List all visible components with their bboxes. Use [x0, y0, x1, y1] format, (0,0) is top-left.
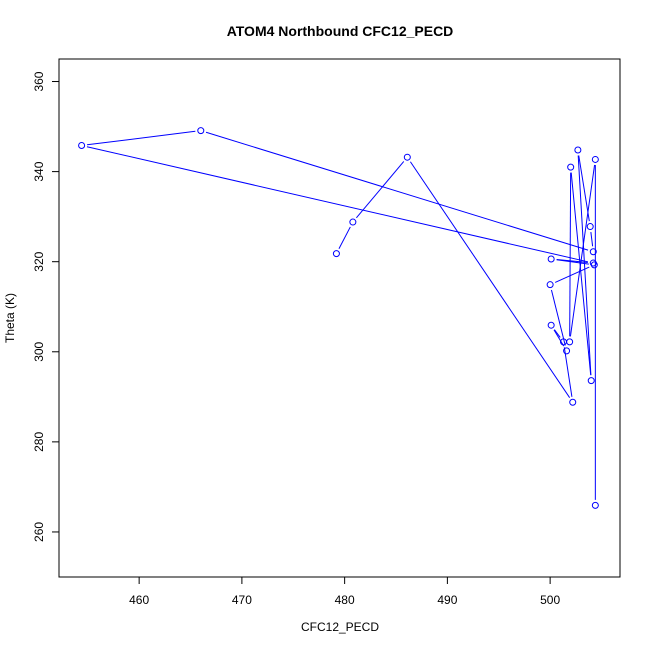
data-point	[586, 223, 594, 231]
data-point	[547, 255, 555, 263]
y-tick-label: 360	[32, 71, 46, 91]
plot-frame	[58, 58, 621, 578]
data-point	[563, 347, 571, 355]
y-tick-label: 260	[32, 522, 46, 542]
data-point	[591, 155, 599, 163]
y-tick-label: 280	[32, 432, 46, 452]
series-segment	[338, 226, 351, 249]
data-point	[566, 338, 574, 346]
data-point	[403, 153, 411, 161]
data-point	[591, 501, 599, 509]
data-point	[567, 163, 575, 171]
series-segment	[205, 131, 589, 251]
chart-title: ATOM4 Northbound CFC12_PECD	[227, 23, 454, 39]
x-tick-label: 490	[437, 593, 457, 607]
series-segment	[556, 259, 588, 264]
series-segment	[577, 155, 592, 376]
data-point	[332, 250, 340, 258]
data-point	[587, 377, 595, 385]
y-tick-label: 340	[32, 161, 46, 181]
series-segment	[570, 172, 592, 376]
series-line	[86, 130, 596, 500]
series-segment	[550, 289, 566, 346]
series-segment	[554, 329, 561, 338]
data-point	[547, 321, 555, 329]
data-point	[589, 259, 597, 267]
data-point	[197, 127, 205, 135]
data-point	[569, 398, 577, 406]
series-segment	[554, 266, 590, 283]
data-point	[574, 146, 582, 154]
series-segment	[356, 161, 405, 219]
data-point	[78, 141, 86, 149]
y-axis-ticks: 260 280 300 320 340 360	[32, 71, 59, 542]
y-tick-label: 320	[32, 251, 46, 271]
series-segment	[87, 130, 196, 146]
x-axis-ticks: 460 470 480 490 500	[129, 577, 560, 607]
series-points	[78, 127, 599, 509]
y-tick-label: 300	[32, 341, 46, 361]
data-point	[349, 218, 357, 226]
series-segment	[578, 155, 590, 222]
x-tick-label: 480	[335, 593, 355, 607]
data-point	[589, 248, 597, 256]
x-axis-label: CFC12_PECD	[301, 620, 379, 634]
series-segment	[569, 164, 596, 337]
series-segment	[553, 329, 565, 347]
data-point	[546, 281, 554, 289]
x-tick-label: 470	[232, 593, 252, 607]
series-segment	[569, 172, 572, 337]
series-segment	[86, 146, 589, 263]
x-tick-label: 460	[129, 593, 149, 607]
y-axis-label: Theta (K)	[3, 293, 17, 343]
x-tick-label: 500	[540, 593, 560, 607]
series-segment	[563, 347, 573, 397]
series-segment	[590, 231, 594, 247]
series-segment	[409, 161, 571, 398]
